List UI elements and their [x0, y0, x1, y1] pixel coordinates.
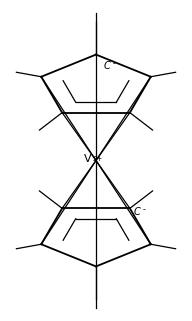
Text: C: C [134, 207, 140, 217]
Text: -: - [142, 205, 145, 214]
Text: -: - [112, 59, 115, 68]
Text: 2+: 2+ [92, 156, 102, 162]
Text: V: V [84, 154, 91, 164]
Text: C: C [104, 61, 110, 71]
